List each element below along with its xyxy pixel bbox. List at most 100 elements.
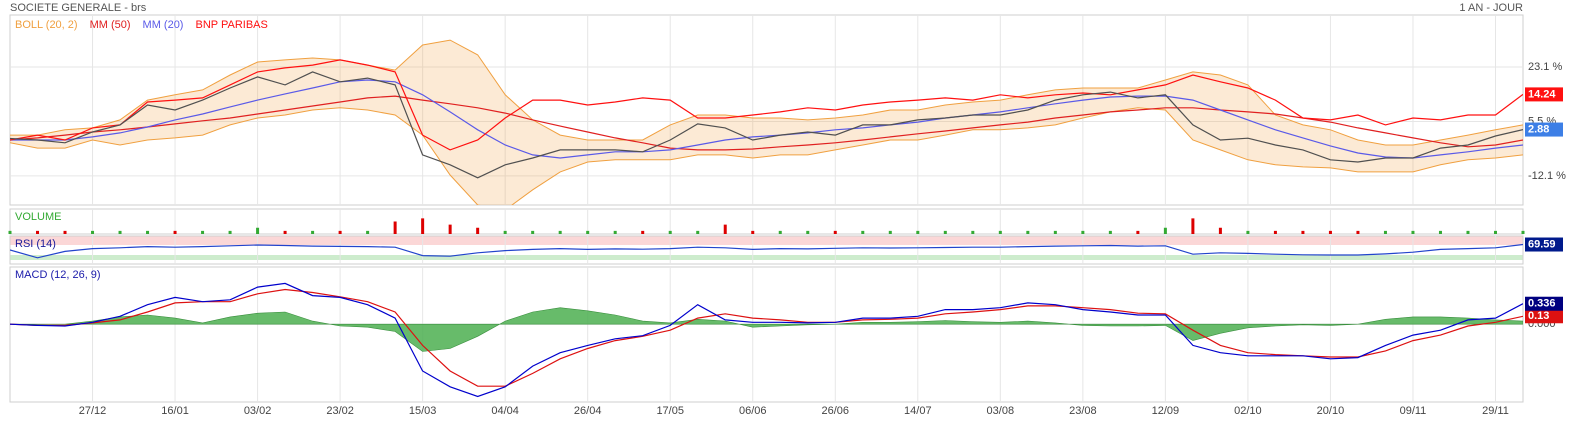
volume-bar xyxy=(1438,230,1442,234)
volume-bar xyxy=(1411,230,1415,234)
series xyxy=(10,95,1523,151)
series xyxy=(10,288,1523,387)
volume-bar xyxy=(366,230,370,234)
value-label-box xyxy=(1525,87,1563,102)
volume-bar xyxy=(1356,230,1360,234)
x-tick-label: 26/04 xyxy=(574,405,602,417)
line xyxy=(10,282,1523,398)
rsi-oversold-band xyxy=(10,255,1523,260)
line xyxy=(10,59,1523,151)
volume-bar xyxy=(531,230,535,234)
volume-bar xyxy=(503,230,507,234)
panel-title: VOLUME xyxy=(15,211,61,223)
value-label: 0.336 xyxy=(1528,298,1556,310)
x-tick-label: 14/07 xyxy=(904,405,932,417)
legend-entry: MM (50) xyxy=(90,19,131,31)
x-tick-label: 23/02 xyxy=(326,405,354,417)
volume-bar xyxy=(971,230,975,234)
volume-bar xyxy=(1328,230,1332,234)
legend-entry: MM (20) xyxy=(143,19,184,31)
x-tick-label: 16/01 xyxy=(161,405,189,417)
x-tick-label: 26/06 xyxy=(822,405,850,417)
volume-bar xyxy=(778,230,782,234)
x-tick-label: 09/11 xyxy=(1400,405,1427,417)
volume-bar xyxy=(118,230,122,234)
volume-bar xyxy=(613,230,617,234)
value-label: 2.88 xyxy=(1528,123,1549,135)
volume-bar xyxy=(1383,230,1387,234)
series xyxy=(10,243,1523,259)
volume-bar xyxy=(998,230,1002,234)
volume-bar xyxy=(1191,218,1195,234)
volume-bar xyxy=(916,230,920,234)
series xyxy=(10,39,1523,205)
x-tick-label: 23/08 xyxy=(1069,405,1097,417)
value-label: 14.24 xyxy=(1528,88,1556,100)
x-tick-label: 15/03 xyxy=(409,405,437,417)
volume-bar xyxy=(1026,230,1030,234)
volume-bar xyxy=(586,230,590,234)
value-label-box xyxy=(1525,237,1563,252)
x-tick-label: 20/10 xyxy=(1317,405,1345,417)
series xyxy=(10,79,1523,159)
value-label-box xyxy=(1525,309,1563,324)
x-tick-label: 06/06 xyxy=(739,405,767,417)
line xyxy=(10,288,1523,387)
x-tick-label: 03/08 xyxy=(987,405,1015,417)
rsi-overbought-band xyxy=(10,236,1523,245)
line xyxy=(10,71,1523,179)
volume-bar xyxy=(1053,230,1057,234)
legend-entry: BOLL (20, 2) xyxy=(15,19,78,31)
volume-bar xyxy=(1466,230,1470,234)
volume-bar xyxy=(8,230,12,234)
volume-bar xyxy=(228,230,232,234)
y-tick-label: 23.1 % xyxy=(1528,61,1562,73)
volume-bar xyxy=(861,230,865,234)
x-tick-label: 17/05 xyxy=(656,405,684,417)
x-tick-label: 12/09 xyxy=(1152,405,1180,417)
panel-title: MACD (12, 26, 9) xyxy=(15,269,101,281)
volume-bar xyxy=(338,230,342,234)
volume-bar xyxy=(943,230,947,234)
volume-bar xyxy=(36,230,40,234)
x-tick-label: 03/02 xyxy=(244,405,272,417)
line xyxy=(10,79,1523,159)
volume-bar xyxy=(311,230,315,234)
volume-bar xyxy=(833,230,837,234)
volume-bar xyxy=(63,230,67,234)
series xyxy=(10,71,1523,179)
value-label-box xyxy=(1525,122,1563,137)
volume-bar xyxy=(1218,227,1222,234)
volume-bar xyxy=(1081,230,1085,234)
volume-bar xyxy=(1493,230,1497,234)
period-label: 1 AN - JOUR xyxy=(1459,2,1523,14)
volume-bar xyxy=(668,230,672,234)
volume-bar xyxy=(283,230,287,234)
volume-bar xyxy=(723,224,727,234)
line xyxy=(10,243,1523,259)
volume-bar xyxy=(256,227,260,234)
bollinger-lower xyxy=(10,107,1523,205)
panel-frame xyxy=(9,14,1524,206)
volume-bar xyxy=(888,230,892,234)
volume-bar xyxy=(393,221,397,234)
histogram-area xyxy=(10,307,1523,352)
volume-bar xyxy=(641,230,645,234)
volume-bar xyxy=(448,224,452,234)
volume-bar xyxy=(201,230,205,234)
volume-bar xyxy=(696,230,700,234)
value-label-box xyxy=(1525,296,1563,311)
volume-bar xyxy=(91,230,95,234)
volume-bar xyxy=(751,230,755,234)
x-tick-label: 29/11 xyxy=(1482,405,1509,417)
volume-bar xyxy=(806,230,810,234)
value-label: 69.59 xyxy=(1528,238,1556,250)
volume-bar xyxy=(1246,230,1250,234)
x-tick-label: 02/10 xyxy=(1234,405,1262,417)
bollinger-fill xyxy=(10,40,1523,205)
volume-bar xyxy=(1136,230,1140,234)
volume-bar xyxy=(173,230,177,234)
value-label: 0.13 xyxy=(1528,310,1549,322)
